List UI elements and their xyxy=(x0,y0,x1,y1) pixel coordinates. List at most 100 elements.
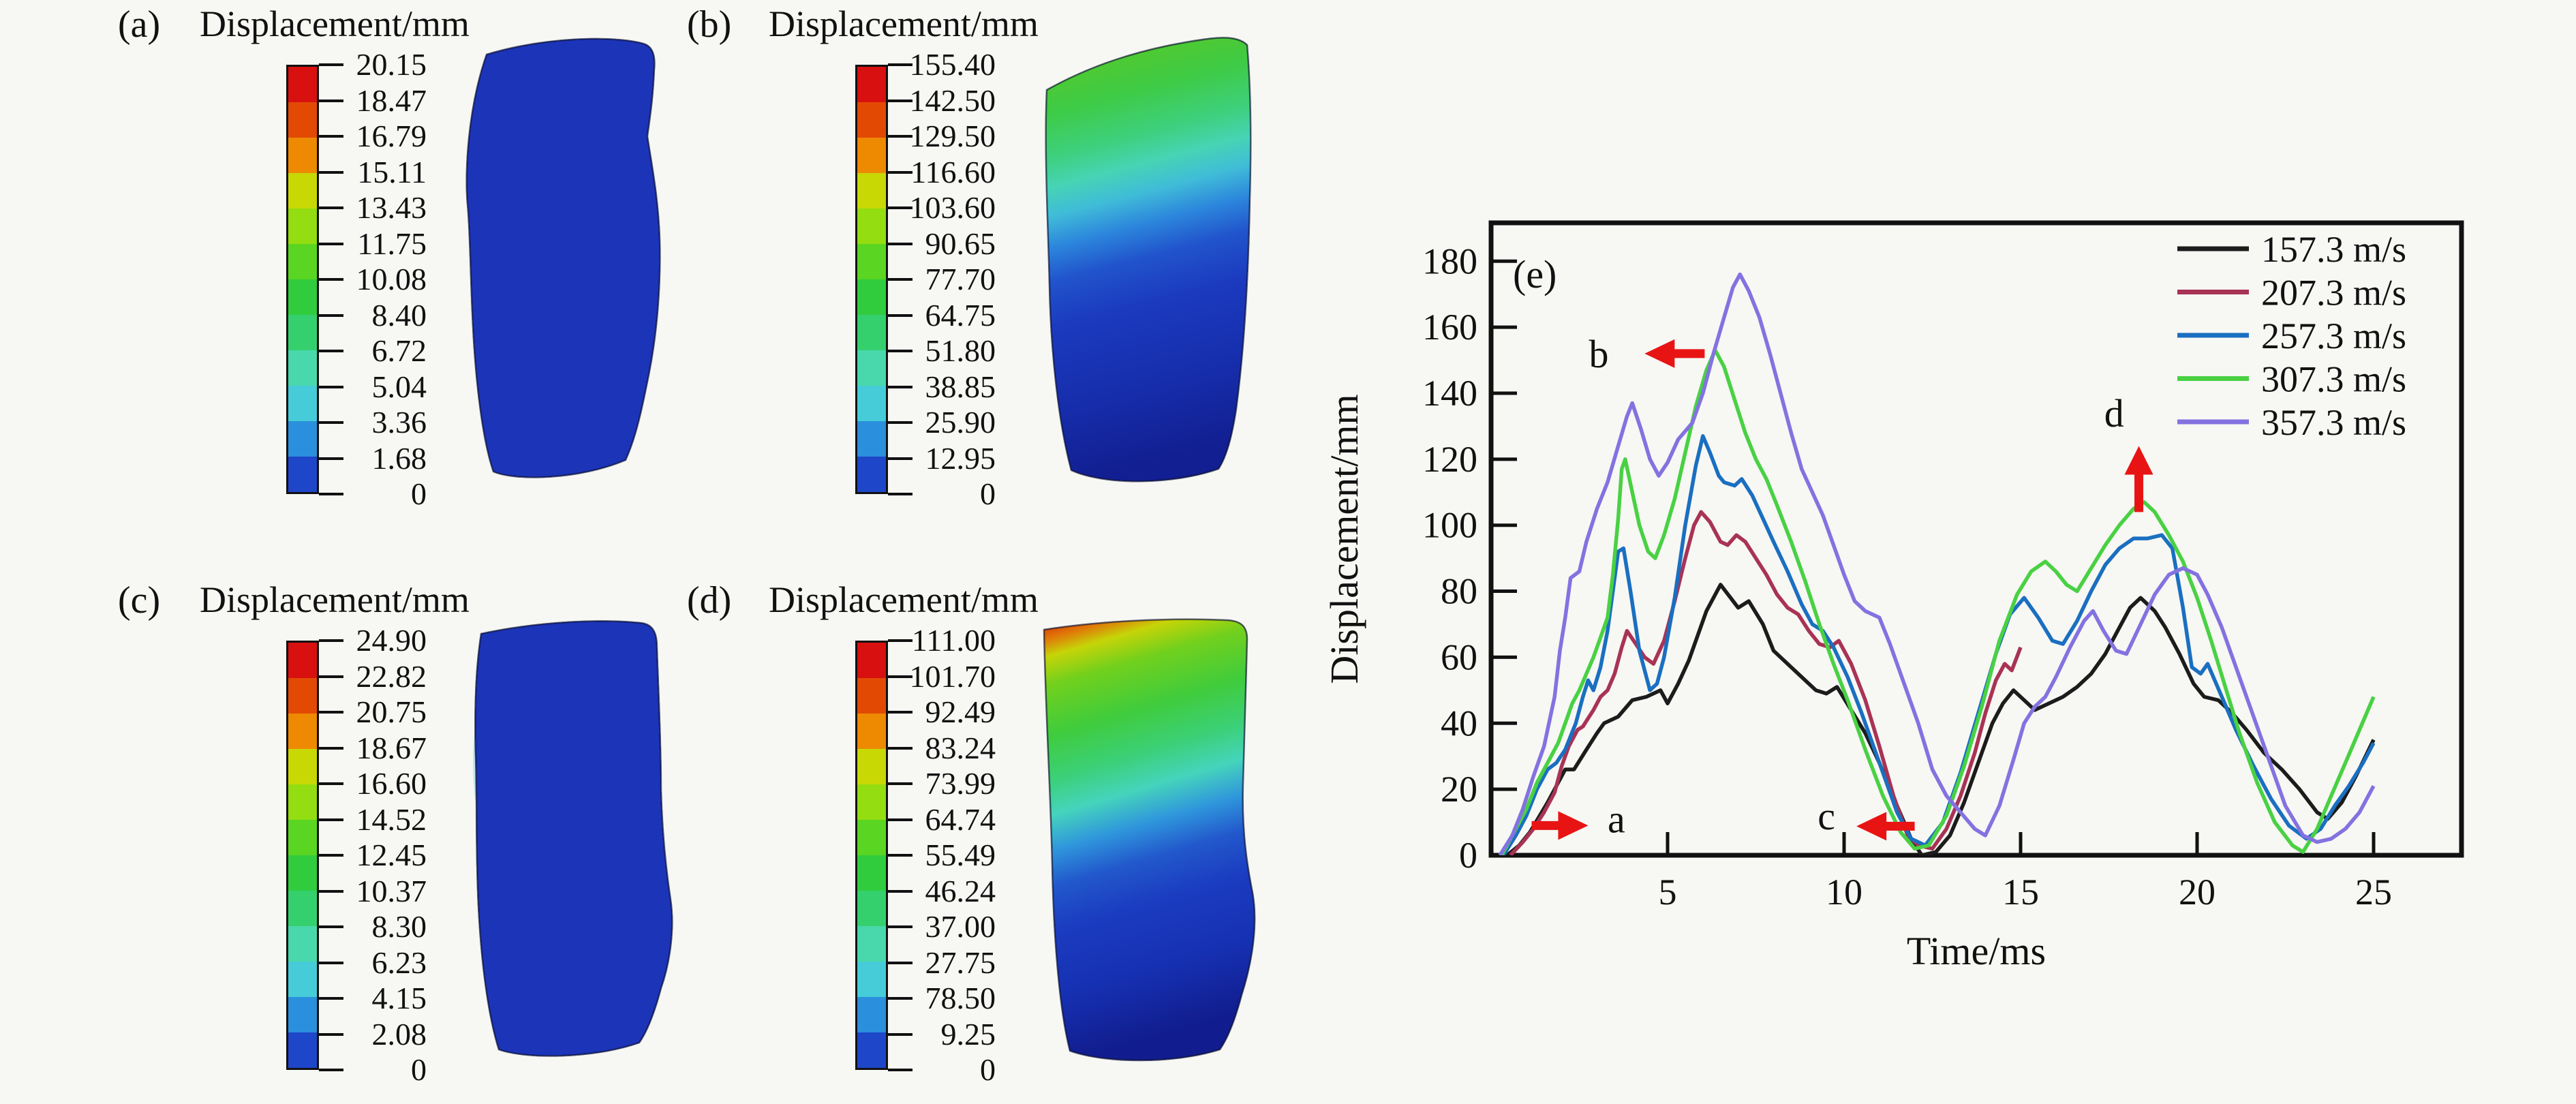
arrow-head-a xyxy=(1558,811,1589,840)
colorbar-value: 46.24 xyxy=(925,873,996,908)
colorbar-tick xyxy=(888,818,913,821)
colorbar-tick xyxy=(888,1069,913,1071)
colorbar-band xyxy=(288,678,317,714)
colorbar-band xyxy=(857,457,886,492)
colorbar-tick xyxy=(319,675,343,678)
contour-a-shape xyxy=(465,37,661,478)
colorbar-value: 14.52 xyxy=(356,801,427,837)
colorbar-band xyxy=(857,315,886,350)
colorbar-band xyxy=(288,643,317,678)
panel-b-title: Displacement/mm xyxy=(769,3,1039,44)
colorbar-value: 0 xyxy=(980,1052,996,1087)
colorbar-tick xyxy=(319,135,343,138)
colorbar-tick xyxy=(888,1032,913,1036)
colorbar-band xyxy=(288,386,317,421)
colorbar-tick xyxy=(319,457,343,460)
colorbar-value: 73.99 xyxy=(925,766,996,801)
panel-b-label: (b) xyxy=(687,3,732,46)
colorbar-tick xyxy=(888,711,913,714)
colorbar-band xyxy=(857,891,886,926)
colorbar-band xyxy=(857,173,886,209)
colorbar-band xyxy=(857,926,886,962)
contour-b-shape xyxy=(1045,37,1252,482)
x-tick-label: 20 xyxy=(2179,872,2215,913)
plot-box xyxy=(1488,220,2464,858)
contour-plot-d xyxy=(1043,618,1256,1062)
series-line-157.3 xyxy=(1505,583,2376,855)
legend-label: 357.3 m/s xyxy=(2261,402,2406,443)
colorbar-value: 0 xyxy=(411,1052,427,1087)
colorbar-band xyxy=(857,386,886,421)
colorbar-value: 8.40 xyxy=(371,297,427,333)
colorbar-band xyxy=(288,714,317,749)
colorbar-value: 16.79 xyxy=(356,119,427,153)
colorbar-tick xyxy=(888,997,913,1000)
colorbar-value: 64.75 xyxy=(925,297,996,333)
colorbar-band xyxy=(288,209,317,244)
colorbar-tick xyxy=(888,457,913,460)
colorbar-value: 20.15 xyxy=(356,47,427,82)
legend-label: 307.3 m/s xyxy=(2261,359,2406,400)
colorbar-value: 77.70 xyxy=(925,262,996,296)
contour-plot-c xyxy=(473,620,673,1057)
colorbar-value: 22.82 xyxy=(356,658,427,694)
colorbar-tick xyxy=(888,278,913,281)
colorbar-value: 55.49 xyxy=(925,838,996,872)
colorbar-value: 6.72 xyxy=(371,333,427,368)
colorbar-tick xyxy=(888,782,913,785)
colorbar-b xyxy=(855,65,888,494)
colorbar-band xyxy=(288,102,317,138)
colorbar-tick xyxy=(888,350,913,352)
panel-c-label: (c) xyxy=(118,579,161,622)
colorbar-value: 101.70 xyxy=(909,658,996,694)
colorbar-band xyxy=(857,421,886,457)
colorbar-band xyxy=(288,350,317,386)
colorbar-band xyxy=(288,457,317,492)
colorbar-value: 4.15 xyxy=(371,981,427,1015)
colorbar-tick xyxy=(319,782,343,785)
contour-d-shape xyxy=(1043,618,1256,1062)
colorbar-value: 6.23 xyxy=(371,945,427,980)
colorbar-value: 15.11 xyxy=(357,154,427,189)
colorbar-band xyxy=(288,784,317,820)
colorbar-band xyxy=(857,350,886,386)
colorbar-tick xyxy=(888,242,913,245)
colorbar-tick xyxy=(319,997,343,1000)
y-tick-label: 100 xyxy=(1422,505,1477,546)
colorbar-band xyxy=(857,138,886,173)
colorbar-value: 38.85 xyxy=(925,369,996,404)
colorbar-value: 92.49 xyxy=(925,694,996,729)
colorbar-value: 8.30 xyxy=(371,909,427,944)
colorbar-value: 13.43 xyxy=(356,190,427,225)
colorbar-tick xyxy=(319,1032,343,1036)
colorbar-tick xyxy=(319,925,343,928)
y-tick-label: 0 xyxy=(1459,835,1477,876)
colorbar-tick xyxy=(319,746,343,750)
colorbar-a xyxy=(286,65,319,494)
panel-e-label: (e) xyxy=(1513,252,1557,296)
colorbar-band xyxy=(288,997,317,1032)
x-tick-label: 25 xyxy=(2355,872,2392,913)
colorbar-tick xyxy=(319,385,343,388)
colorbar-band xyxy=(857,67,886,102)
colorbar-band xyxy=(857,1032,886,1068)
series-line-307.3 xyxy=(1500,348,2376,855)
panel-d: (d) Displacement/mm xyxy=(681,576,1363,1104)
legend-label: 157.3 m/s xyxy=(2261,229,2406,270)
annotation-label-b: b xyxy=(1589,332,1608,376)
colorbar-d xyxy=(855,641,888,1070)
colorbar-tick xyxy=(319,421,343,424)
panel-b: (b) Displacement/mm xyxy=(681,0,1363,552)
colorbar-tick xyxy=(319,206,343,209)
colorbar-band xyxy=(288,421,317,457)
x-tick-label: 10 xyxy=(1826,872,1862,913)
y-tick-label: 80 xyxy=(1441,571,1477,612)
x-tick-label: 5 xyxy=(1659,872,1677,913)
colorbar-value: 2.08 xyxy=(371,1016,427,1052)
y-tick-label: 140 xyxy=(1422,373,1477,414)
colorbar-value: 116.60 xyxy=(910,154,996,189)
panel-a-label: (a) xyxy=(118,3,161,46)
colorbar-tick xyxy=(888,925,913,928)
colorbar-tick xyxy=(319,99,343,102)
